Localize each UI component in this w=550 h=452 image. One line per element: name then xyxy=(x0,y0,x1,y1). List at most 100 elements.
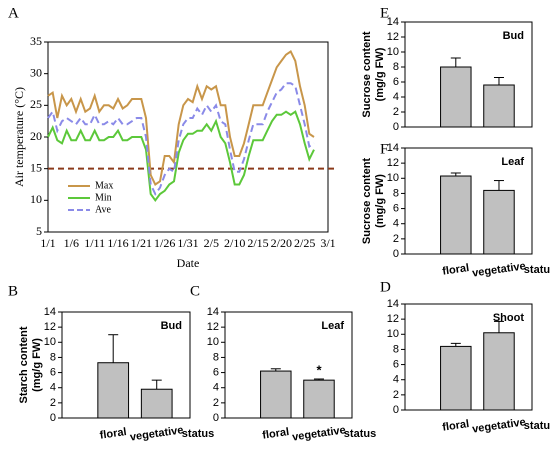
y-tick-label: 8 xyxy=(393,61,399,73)
plot-frame xyxy=(47,41,329,233)
x-tick-label: 1/31 xyxy=(177,236,198,250)
y-tick-label: 35 xyxy=(30,34,42,48)
y-tick-label: 0 xyxy=(50,412,56,424)
series-line xyxy=(47,82,315,196)
y-tick-label: 0 xyxy=(213,412,219,424)
y-tick-label: 0 xyxy=(393,404,399,416)
bar xyxy=(260,370,292,419)
panel-letter: F xyxy=(380,141,388,157)
x-tick-label: vegetative xyxy=(291,424,346,443)
y-tick-label: 14 xyxy=(387,142,399,154)
x-tick-label: 2/15 xyxy=(247,236,268,250)
y-tick-label: 2 xyxy=(393,106,399,118)
y-tick-label: 12 xyxy=(387,157,399,169)
x-axis-label: status xyxy=(182,428,214,440)
y-tick-label: 6 xyxy=(393,202,399,214)
bar xyxy=(440,175,472,255)
y-tick-label: 12 xyxy=(44,321,56,333)
y-tick-label: 0 xyxy=(393,121,399,133)
x-tick-label: 1/1 xyxy=(40,236,55,250)
bar xyxy=(140,388,173,419)
y-tick-label: 15 xyxy=(30,160,42,174)
y-tick-label: 6 xyxy=(213,366,219,378)
panel-title: Bud xyxy=(503,30,524,42)
y-tick-label: 14 xyxy=(207,306,219,318)
y-tick-label: 12 xyxy=(387,31,399,43)
x-axis-label: Date xyxy=(177,256,200,270)
bar xyxy=(483,189,515,255)
x-tick-label: 2/25 xyxy=(294,236,315,250)
y-tick-label: 8 xyxy=(213,351,219,363)
x-tick-label: 1/16 xyxy=(107,236,128,250)
y-tick-label: 4 xyxy=(213,382,219,394)
panel-title: Shoot xyxy=(493,312,524,324)
y-axis-label: (mg/g FW) xyxy=(374,174,386,228)
x-tick-label: floral xyxy=(442,418,470,434)
y-axis-label: Starch content xyxy=(18,326,30,403)
x-axis-label: status xyxy=(524,264,550,276)
x-tick-label: 2/5 xyxy=(204,236,219,250)
x-tick-label: floral xyxy=(99,426,127,442)
panel-letter: D xyxy=(380,279,391,295)
y-tick-label: 20 xyxy=(30,129,42,143)
y-tick-label: 0 xyxy=(393,248,399,260)
y-tick-label: 25 xyxy=(30,97,42,111)
y-tick-label: 10 xyxy=(387,172,399,184)
panel-letter: E xyxy=(380,5,389,21)
y-tick-label: 6 xyxy=(393,76,399,88)
y-tick-label: 4 xyxy=(50,382,56,394)
x-tick-label: 1/6 xyxy=(64,236,79,250)
x-axis-label: status xyxy=(344,428,376,440)
y-tick-label: 10 xyxy=(207,336,219,348)
y-tick-label: 2 xyxy=(50,397,56,409)
x-tick-label: floral xyxy=(442,262,470,278)
y-tick-label: 4 xyxy=(393,218,399,230)
y-tick-label: 30 xyxy=(30,65,42,79)
bar xyxy=(483,84,515,128)
y-tick-label: 6 xyxy=(393,358,399,370)
x-tick-label: vegetative xyxy=(471,260,526,279)
bar xyxy=(440,345,472,411)
x-tick-label: 3/1 xyxy=(320,236,335,250)
bar xyxy=(97,362,130,419)
y-axis-label: (mg/g FW) xyxy=(374,47,386,101)
annotation: * xyxy=(316,362,322,377)
y-tick-label: 10 xyxy=(30,192,42,206)
panel-title: Leaf xyxy=(321,320,344,332)
bar xyxy=(440,66,472,128)
y-axis-label: (mg/g FW) xyxy=(31,338,43,392)
y-tick-label: 8 xyxy=(50,351,56,363)
y-tick-label: 12 xyxy=(387,313,399,325)
x-tick-label: vegetative xyxy=(129,424,184,443)
y-tick-label: 6 xyxy=(50,366,56,378)
y-tick-label: 10 xyxy=(387,46,399,58)
y-tick-label: 8 xyxy=(393,187,399,199)
y-tick-label: 10 xyxy=(387,328,399,340)
bar xyxy=(483,332,515,411)
y-tick-label: 5 xyxy=(36,224,42,238)
x-tick-label: vegetative xyxy=(471,416,526,435)
bar xyxy=(303,379,335,419)
y-tick-label: 4 xyxy=(393,374,399,386)
x-tick-label: 2/10 xyxy=(224,236,245,250)
x-tick-label: 1/26 xyxy=(154,236,175,250)
y-tick-label: 14 xyxy=(387,16,399,28)
y-axis-label: Air temperature (°C) xyxy=(12,87,26,187)
panel-letter: A xyxy=(8,5,19,21)
panel-letter: B xyxy=(8,283,18,299)
y-tick-label: 2 xyxy=(213,397,219,409)
y-tick-label: 8 xyxy=(393,343,399,355)
x-axis-label: status xyxy=(524,420,550,432)
legend-label: Ave xyxy=(95,204,111,215)
panel-letter: C xyxy=(190,283,200,299)
x-tick-label: floral xyxy=(262,426,290,442)
series-line xyxy=(47,110,315,202)
panel-title: Leaf xyxy=(501,156,524,168)
x-tick-label: 1/21 xyxy=(131,236,152,250)
y-axis-label: Sucrose content xyxy=(361,158,373,245)
legend-label: Min xyxy=(95,192,112,203)
y-tick-label: 10 xyxy=(44,336,56,348)
y-tick-label: 12 xyxy=(207,321,219,333)
x-tick-label: 1/11 xyxy=(84,236,105,250)
